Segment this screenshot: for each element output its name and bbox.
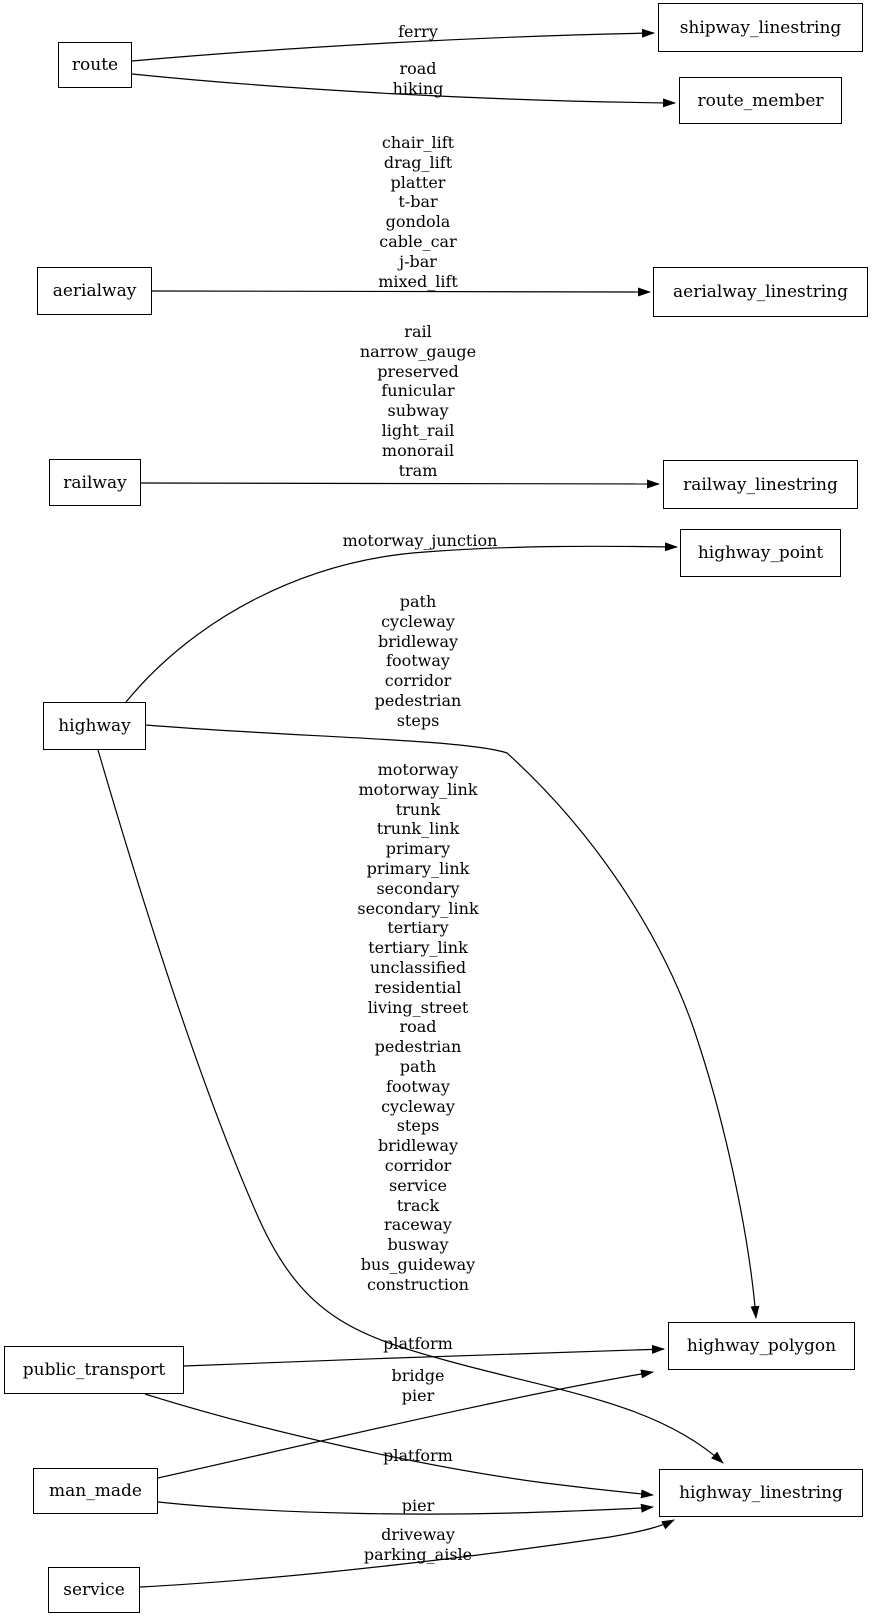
edge-aerialway-aerialway-linestring [151,287,651,297]
edge-public-transport-highway-polygon [183,1344,665,1367]
edge-highway-highway-point [125,542,678,703]
node-route-member: route_member [679,77,842,124]
edge-label-platform-linestring: platform [383,1446,453,1465]
edge-public-transport-highway-linestring [144,1393,654,1499]
edge-label-ferry: ferry [398,22,438,41]
edge-label-motorway-junction: motorway_junction [342,531,498,550]
node-aerialway: aerialway [37,267,152,315]
node-highway: highway [43,702,146,750]
node-railway-linestring: railway_linestring [663,460,858,509]
edge-route-shipway-linestring [131,28,655,62]
edge-label-railway-values: rail narrow_gauge preserved funicular su… [359,322,477,480]
edge-label-platform-polygon: platform [383,1334,453,1353]
edge-label-highway-linestring-values: motorway motorway_link trunk trunk_link … [357,760,479,1294]
edge-label-bridge-pier: bridge pier [391,1366,445,1405]
node-railway: railway [49,459,141,506]
edge-label-road-hiking: road hiking [392,59,444,98]
node-highway-polygon: highway_polygon [668,1322,855,1370]
node-service: service [48,1567,140,1613]
edge-man-made-highway-linestring [157,1501,654,1515]
node-man-made: man_made [33,1468,158,1514]
edge-man-made-highway-polygon [157,1369,654,1479]
edge-railway-railway-linestring [140,479,660,489]
edge-highway-highway-linestring [97,749,724,1464]
node-shipway-linestring: shipway_linestring [658,3,863,52]
node-route: route [58,42,132,88]
node-aerialway-linestring: aerialway_linestring [653,267,868,317]
edge-route-route-member [131,73,676,108]
node-highway-point: highway_point [680,529,841,577]
edge-label-highway-polygon-values: path cycleway bridleway footway corridor… [374,592,462,730]
node-public-transport: public_transport [4,1346,184,1394]
edge-label-pier-linestring: pier [401,1496,435,1515]
edge-service-highway-linestring [139,1519,675,1588]
edge-label-aerialway-values: chair_lift drag_lift platter t-bar gondo… [378,133,458,291]
edge-highway-highway-polygon [145,724,760,1319]
node-highway-linestring: highway_linestring [659,1469,863,1517]
edge-label-driveway-parking-aisle: driveway parking_aisle [363,1525,473,1564]
